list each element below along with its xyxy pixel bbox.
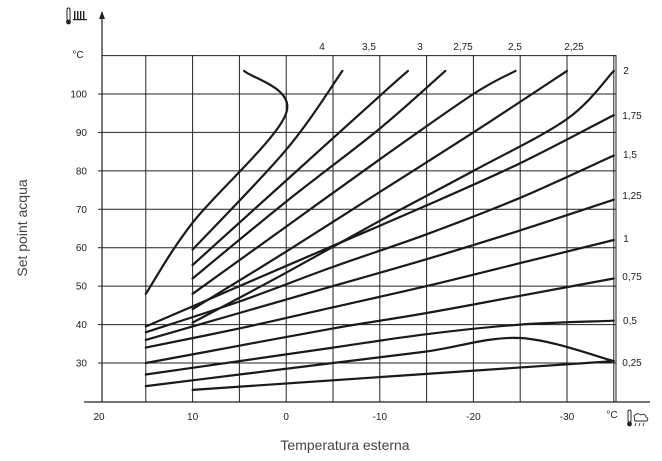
radiator-thermometer-icon <box>66 7 87 25</box>
y-tick-label: 50 <box>76 282 88 293</box>
curve-1 <box>144 238 615 349</box>
curve-label: 1,75 <box>622 111 642 122</box>
curve-2-75 <box>191 69 447 280</box>
curve-3 <box>191 69 409 267</box>
curve-label: 1,25 <box>622 191 642 202</box>
curve-label: 2,5 <box>508 42 522 53</box>
label-layer: 4 3,5 3 2,75 2,5 2,25 2 1,75 1,5 1,25 1 0,75 0,5 0,25 <box>319 42 642 369</box>
curve-1-5 <box>144 154 615 334</box>
curve-label: 0,5 <box>623 316 637 327</box>
y-axis-title: Set point acqua <box>14 179 30 277</box>
curve-label: 3,5 <box>362 42 376 53</box>
curve-label: 2,25 <box>564 42 584 53</box>
curve-0-75 <box>144 277 615 365</box>
y-axis-arrow <box>99 11 105 19</box>
curve-label: 2,75 <box>453 42 473 53</box>
y-tick-label: 30 <box>76 359 88 370</box>
curve-2-5 <box>191 69 517 295</box>
x-tick-label: 0 <box>283 412 289 423</box>
curve-4 <box>144 69 289 295</box>
grid-layer <box>102 55 616 402</box>
x-tick-label: -30 <box>560 412 575 423</box>
y-tick-label: 100 <box>70 90 87 101</box>
x-tick-label: -10 <box>373 412 388 423</box>
curve-label: 0,25 <box>622 358 642 369</box>
y-tick-label: 80 <box>76 166 88 177</box>
curve-label: 3 <box>417 42 423 53</box>
curve-label: 1,5 <box>623 150 637 161</box>
curve-1-75 <box>144 114 615 328</box>
curve-label: 0,75 <box>622 272 642 283</box>
series-layer <box>144 69 615 391</box>
curve-0-5 <box>144 319 615 376</box>
curve-label: 4 <box>319 42 325 53</box>
x-tick-label: 20 <box>93 412 105 423</box>
y-unit-label: °C <box>72 50 83 61</box>
y-tick-label: 70 <box>76 205 88 216</box>
curve-3-5 <box>191 69 344 251</box>
x-unit-label: °C <box>606 410 617 421</box>
y-tick-label: 90 <box>76 128 88 139</box>
x-axis-title: Temperatura esterna <box>280 437 409 453</box>
series-group <box>144 69 615 391</box>
curve-1-25 <box>144 198 615 341</box>
x-tick-label: -20 <box>466 412 481 423</box>
y-tick-label: 40 <box>76 320 88 331</box>
x-tick-label: 10 <box>187 412 199 423</box>
y-tick-label: 60 <box>76 243 88 254</box>
curve-label: 1 <box>623 234 629 245</box>
outdoor-thermometer-icon <box>627 409 649 427</box>
curve-0-25 <box>144 336 615 388</box>
curve-0-25 <box>191 360 615 391</box>
curve-2-25 <box>191 69 569 311</box>
curve-2 <box>191 69 615 324</box>
curve-label: 2 <box>623 66 629 77</box>
